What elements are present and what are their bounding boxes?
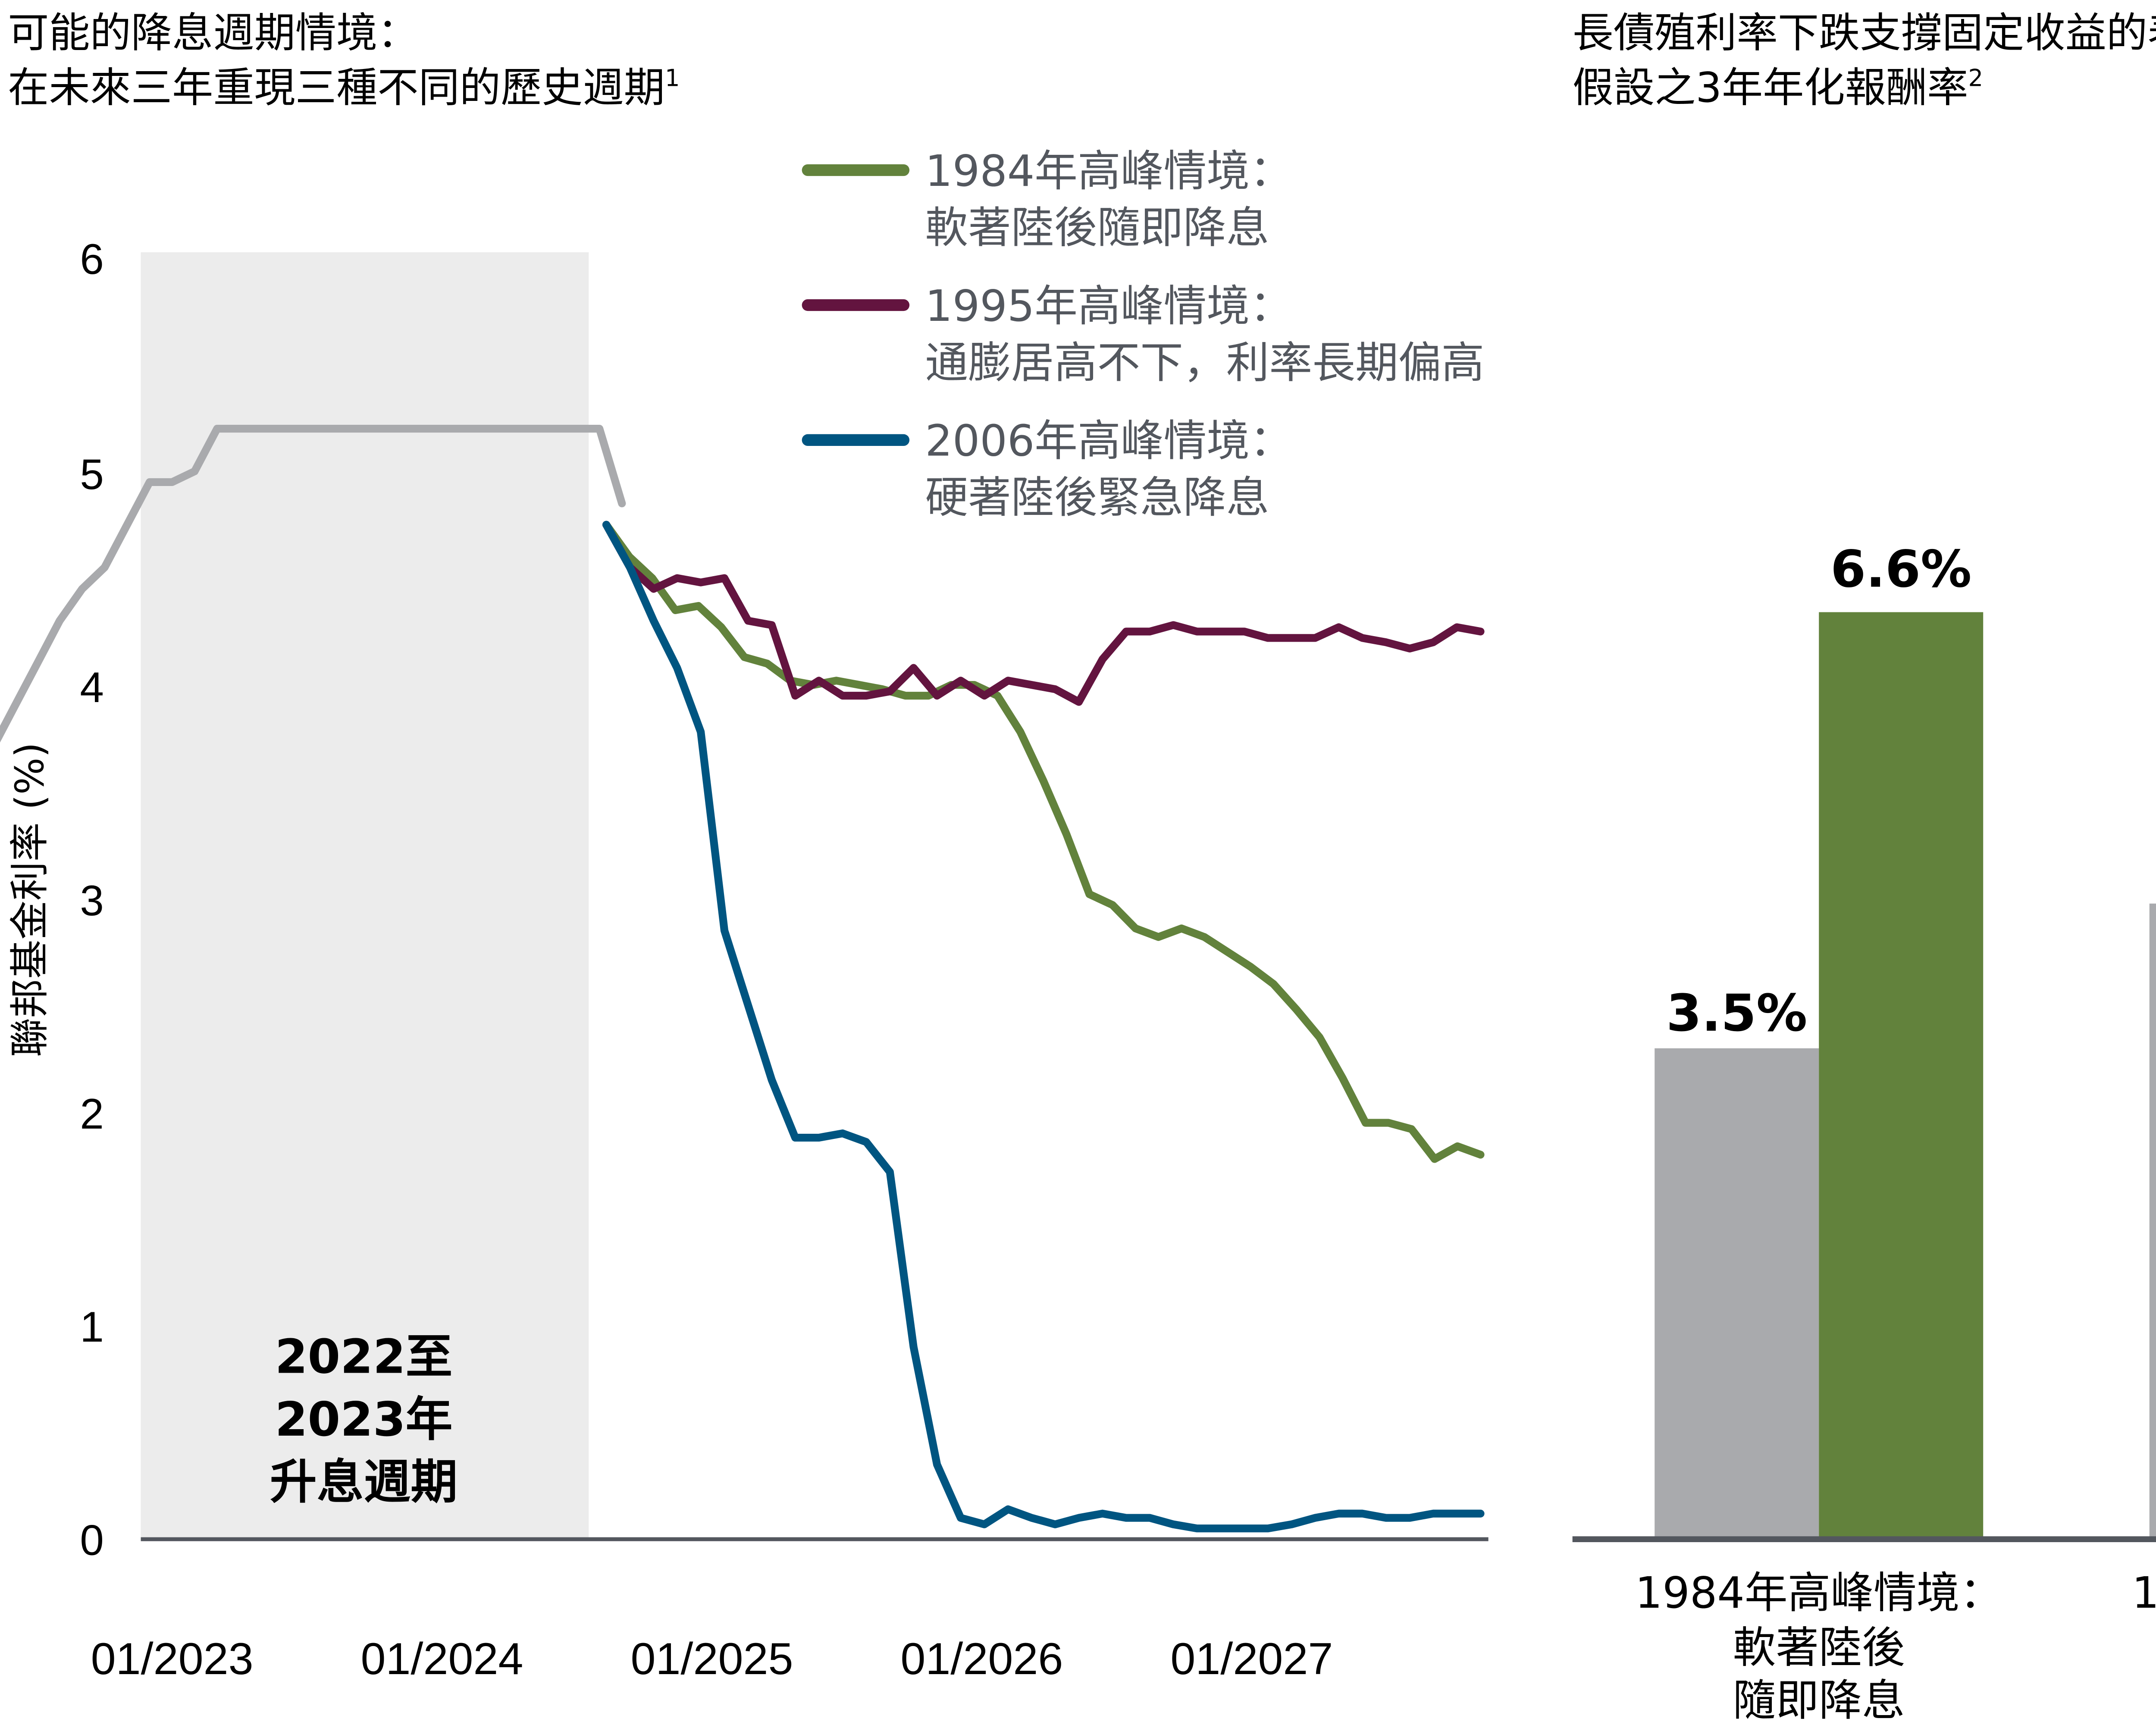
left-title-line2: 在未來三年重現三種不同的歷史週期1 (8, 64, 680, 112)
y-tick-0: 0 (80, 1516, 104, 1564)
x-tick-2025: 01/2025 (630, 1634, 793, 1684)
series-1984-line (602, 521, 1485, 1163)
y-tick-4: 4 (80, 664, 104, 712)
legend-2006-line2: 硬著陸後緊急降息 (925, 472, 1269, 523)
x-tick-2024: 01/2024 (361, 1634, 523, 1684)
bar-group-1995: 4.5% 5.1% (2149, 903, 2156, 1540)
y-tick-1: 1 (80, 1303, 104, 1351)
legend-1984-line1: 1984年高峰情境： (925, 146, 1293, 196)
left-panel: 可能的降息週期情境： 在未來三年重現三種不同的歷史週期1 2022至 2023年… (0, 9, 1489, 1684)
legend-2006-line1: 2006年高峰情境： (925, 416, 1293, 466)
x-tick-2026: 01/2026 (900, 1634, 1063, 1684)
series-1995-line (602, 521, 1485, 706)
bar-1984-core-fi-value: 6.6% (1830, 540, 1971, 599)
bar-1984-core-fi (1819, 612, 1984, 1540)
y-tick-6: 6 (80, 235, 104, 283)
legend-1995-line1: 1995年高峰情境： (925, 281, 1293, 331)
cat-1984-line2: 軟著陸後 (1733, 1622, 1905, 1673)
left-legend: 1984年高峰情境： 軟著陸後隨即降息 1995年高峰情境： 通膨居高不下，利率… (802, 146, 1484, 523)
cat-1984-line1: 1984年高峰情境： (1635, 1568, 2003, 1618)
y-tick-2: 2 (80, 1090, 104, 1138)
right-title-line1: 長債殖利率下跌支撐固定收益的表現： (1573, 9, 2156, 57)
y-tick-5: 5 (80, 451, 104, 499)
bar-1984-tbill (1655, 1048, 1819, 1540)
series-historical-line (0, 425, 626, 743)
hike-cycle-shade (141, 252, 589, 1540)
bar-categories: 1984年高峰情境： 軟著陸後 隨即降息 1995年高峰情境： 通膨居高不下 利… (1635, 1568, 2156, 1725)
legend-1995-line2: 通膨居高不下，利率長期偏高 (925, 337, 1484, 388)
bar-1995-tbill (2149, 903, 2156, 1540)
bar-1984-tbill-value: 3.5% (1666, 984, 1807, 1043)
cat-1984-line3: 隨即降息 (1733, 1675, 1905, 1725)
y-axis: 6 5 4 3 2 1 0 (80, 235, 104, 1565)
shade-label-line2: 2023年 (275, 1392, 453, 1447)
shade-label-line3: 升息週期 (270, 1455, 458, 1509)
legend-1984-line2: 軟著陸後隨即降息 (925, 202, 1269, 253)
x-tick-2023: 01/2023 (91, 1634, 254, 1684)
right-panel: 長債殖利率下跌支撐固定收益的表現： 假設之3年年化報酬率2 3個月國庫券 核心固… (1572, 9, 2156, 1725)
cat-1995-line1: 1995年高峰情境： (2132, 1568, 2156, 1618)
shade-label-line1: 2022至 (275, 1330, 453, 1384)
left-title-line1: 可能的降息週期情境： (8, 9, 418, 57)
y-axis-label: 聯邦基金利率 (%) (7, 742, 53, 1057)
right-title-line2: 假設之3年年化報酬率2 (1573, 64, 1983, 112)
series-2006-line (602, 521, 1485, 1533)
x-axis: 01/2023 01/2024 01/2025 01/2026 01/2027 (91, 1634, 1333, 1684)
bar-group-1984: 3.5% 6.6% (1655, 540, 1984, 1540)
y-tick-3: 3 (80, 877, 104, 925)
x-tick-2027: 01/2027 (1170, 1634, 1333, 1684)
